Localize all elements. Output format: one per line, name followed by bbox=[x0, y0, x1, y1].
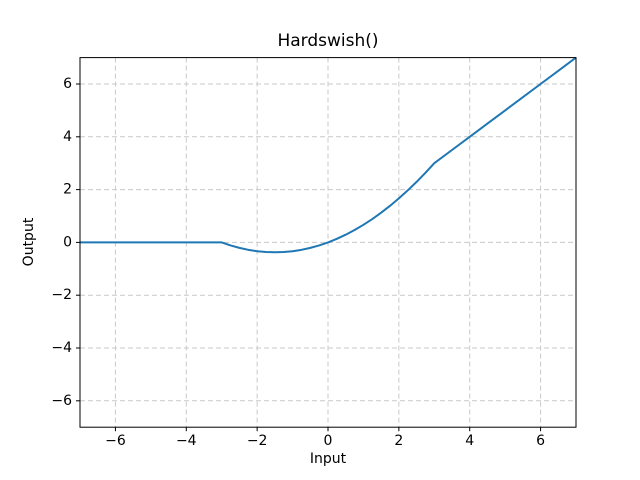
y-tick-label: 0 bbox=[63, 234, 72, 250]
y-tick-label: 6 bbox=[63, 76, 72, 92]
chart-title: Hardswish() bbox=[277, 31, 379, 51]
x-tick-label: 2 bbox=[394, 433, 403, 449]
x-tick-label: −6 bbox=[105, 433, 126, 449]
hardswish-line bbox=[80, 56, 577, 254]
x-tick-label: −4 bbox=[176, 433, 197, 449]
x-tick-label: −2 bbox=[247, 433, 268, 449]
x-axis-label: Input bbox=[309, 451, 347, 467]
y-tick-label: −4 bbox=[51, 340, 72, 356]
y-axis-label: Output bbox=[21, 217, 37, 267]
x-tick-label: 4 bbox=[465, 433, 474, 449]
x-tick-label: 6 bbox=[536, 433, 545, 449]
x-tick-label: 0 bbox=[324, 433, 333, 449]
y-tick-label: 2 bbox=[63, 182, 72, 198]
y-tick-label: −2 bbox=[51, 287, 72, 303]
y-tick-label: −6 bbox=[51, 393, 72, 409]
y-tick-label: 4 bbox=[63, 129, 72, 145]
